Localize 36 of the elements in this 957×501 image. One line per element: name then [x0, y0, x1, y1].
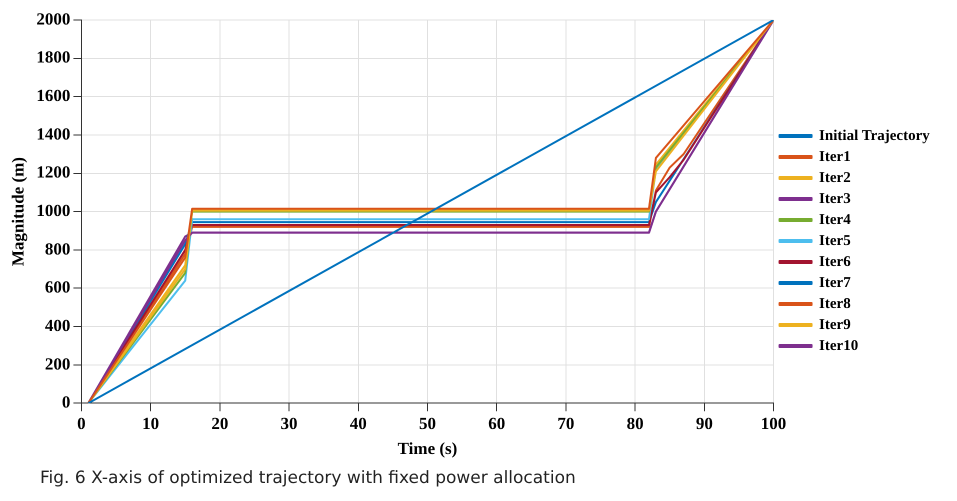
legend-label: Iter2 — [819, 170, 851, 186]
y-tick-label: 0 — [62, 392, 70, 412]
x-tick-label: 100 — [760, 414, 786, 433]
x-tick-label: 0 — [77, 414, 86, 433]
x-tick-label: 20 — [211, 414, 228, 433]
x-axis-title: Time (s) — [398, 439, 458, 458]
x-tick-label: 30 — [280, 414, 298, 433]
x-tick-label: 80 — [626, 414, 644, 433]
x-tick-label: 10 — [142, 414, 160, 433]
y-tick-label: 600 — [44, 278, 70, 297]
y-tick-label: 400 — [44, 316, 70, 335]
y-tick-label: 1200 — [36, 162, 70, 182]
x-tick-label: 50 — [418, 414, 436, 433]
y-tick-label: 200 — [44, 354, 70, 374]
legend-label: Iter10 — [819, 338, 858, 354]
caption: Fig. 6 X-axis of optimized trajectory with fixed power allocation — [40, 468, 576, 488]
y-tick-label: 800 — [44, 239, 70, 258]
legend-label: Iter4 — [819, 212, 852, 228]
y-tick-label: 2000 — [36, 9, 70, 28]
y-axis-title: Magnitude (m) — [8, 157, 28, 266]
y-tick-label: 1600 — [36, 86, 70, 106]
x-tick-label: 60 — [488, 414, 506, 433]
legend-label: Iter9 — [819, 316, 851, 333]
legend-label: Iter7 — [819, 274, 852, 291]
legend-label: Iter3 — [819, 190, 851, 207]
legend-label: Initial Trajectory — [819, 128, 930, 144]
x-tick-label: 70 — [557, 414, 574, 433]
legend-label: Iter5 — [819, 232, 851, 249]
legend-label: Iter8 — [819, 296, 851, 312]
y-tick-label: 1000 — [36, 200, 70, 220]
x-tick-label: 90 — [696, 414, 713, 433]
y-tick-label: 1400 — [36, 124, 70, 144]
y-tick-label: 1800 — [36, 48, 70, 67]
legend-label: Iter6 — [819, 254, 852, 270]
x-tick-label: 40 — [350, 414, 367, 433]
legend-label: Iter1 — [819, 148, 851, 165]
